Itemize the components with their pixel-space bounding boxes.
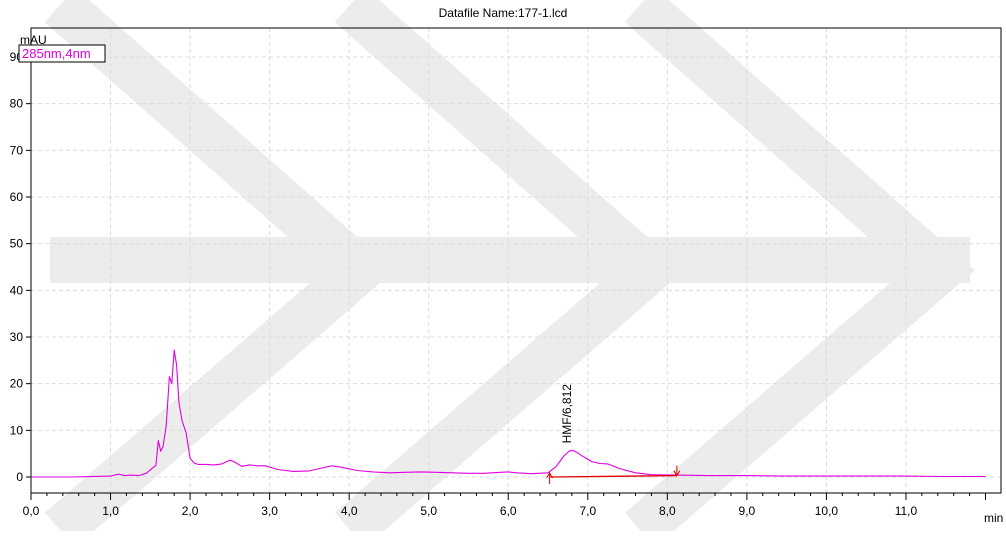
legend-entry: 285nm,4nm bbox=[22, 46, 91, 61]
x-tick-label: 10,0 bbox=[815, 504, 839, 518]
y-tick-label: 80 bbox=[10, 97, 24, 111]
x-tick-label: 1,0 bbox=[102, 504, 119, 518]
y-tick-label: 30 bbox=[10, 330, 24, 344]
x-tick-label: 3,0 bbox=[261, 504, 278, 518]
series-layer bbox=[31, 349, 986, 478]
grid-lines bbox=[31, 28, 1001, 493]
peak-end-marker bbox=[673, 465, 681, 477]
y-tick-label: 10 bbox=[10, 423, 24, 437]
peak-start-marker bbox=[546, 472, 554, 484]
peak-end-marker-head bbox=[673, 470, 681, 477]
x-tick-label: 0,0 bbox=[23, 504, 40, 518]
x-tick-label: 7,0 bbox=[579, 504, 596, 518]
watermark bbox=[44, 0, 975, 536]
integration-baseline bbox=[549, 474, 677, 478]
y-tick-label: 50 bbox=[10, 237, 24, 251]
x-tick-label: 5,0 bbox=[420, 504, 437, 518]
peak-annotation-hmf: HMF/6,812 bbox=[560, 384, 574, 444]
plot-frame bbox=[30, 27, 1002, 494]
x-tick-label: 9,0 bbox=[739, 504, 756, 518]
x-tick-label: 2,0 bbox=[182, 504, 199, 518]
legend: 285nm,4nm bbox=[18, 44, 106, 63]
legend-box bbox=[18, 44, 106, 63]
y-tick-label: 0 bbox=[16, 470, 23, 484]
y-tick-label: 60 bbox=[10, 190, 24, 204]
x-axis-ticks: 0,0 1,0 2,0 3,0 4,0 5,0 6,0 7,0 8,0 9,0 10,0 11,0 bbox=[23, 493, 986, 518]
x-tick-label: 8,0 bbox=[659, 504, 676, 518]
x-tick-label: 4,0 bbox=[341, 504, 358, 518]
peak-marker-layer bbox=[546, 465, 681, 484]
y-tick-label: 20 bbox=[10, 377, 24, 391]
x-tick-label: 11,0 bbox=[895, 504, 918, 518]
y-axis-label: mAU bbox=[20, 33, 47, 47]
axes bbox=[30, 27, 1002, 494]
y-tick-label: 70 bbox=[10, 143, 24, 157]
x-axis-label: min bbox=[984, 511, 1003, 525]
y-tick-label: 40 bbox=[10, 283, 24, 297]
peak-start-marker-head bbox=[546, 472, 554, 479]
series-line-285nm bbox=[31, 349, 986, 478]
x-tick-label: 6,0 bbox=[500, 504, 517, 518]
chart-title: Datafile Name:177-1.lcd bbox=[439, 6, 568, 20]
